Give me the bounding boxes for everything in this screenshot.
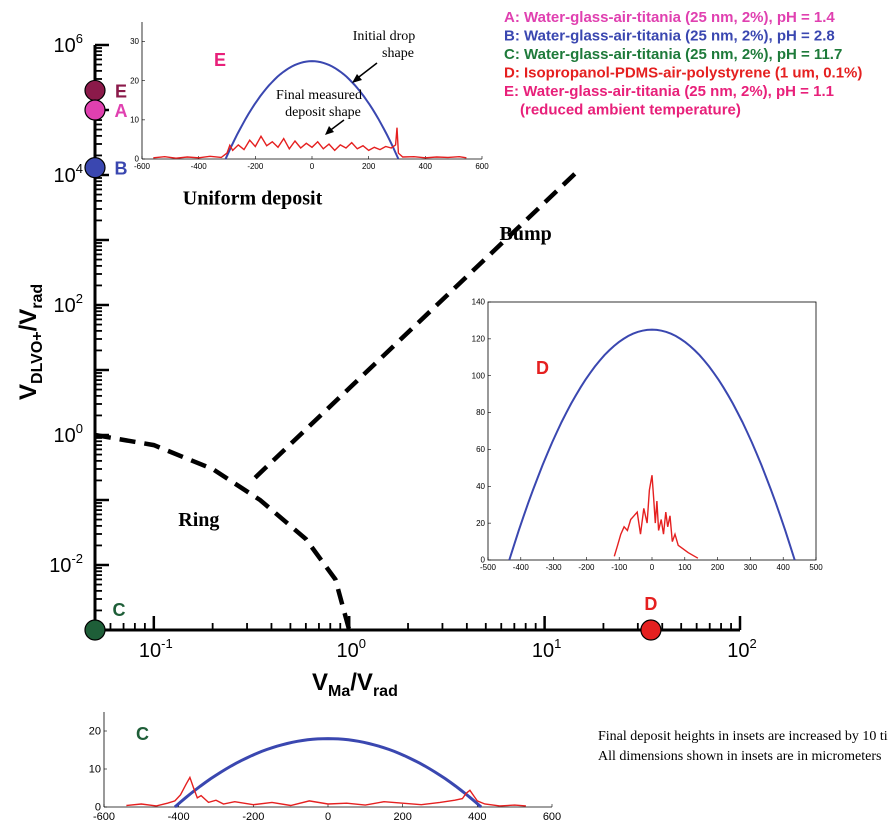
main-phase-plot: 10-1 100 101 10210-2100102104106VMa/VradVDL… <box>15 31 757 700</box>
inset-x-tick-label: -500 <box>480 563 497 572</box>
inset-e-plot: -600 -400 -200 0 200 400 600 0 10 20 30 E Initial dr… <box>130 22 489 171</box>
inset-x-tick-label: -600 <box>93 811 115 823</box>
y-axis-ticks <box>95 43 109 632</box>
inset-c-plot: -600 -400 -200 0 200 400 600 0 10 20 C <box>89 712 561 823</box>
inset-y-tick-label: 10 <box>130 116 139 125</box>
annotation-initial-drop: shape <box>382 46 414 61</box>
legend-entry: A: Water-glass-air-titania (25 nm, 2%), … <box>504 9 835 26</box>
inset-y-tick-label: 30 <box>130 37 139 46</box>
data-point-e <box>84 79 106 102</box>
y-axis-title: VDLVO+/Vrad <box>15 284 46 400</box>
inset-y-tick-label: 40 <box>476 482 485 491</box>
x-axis-title: VMa/Vrad <box>312 669 398 700</box>
inset-x-tick-label: 400 <box>468 811 486 823</box>
initial-drop-curve <box>173 737 483 809</box>
x-tick-label: 100 <box>336 636 365 662</box>
y-tick-label: 100 <box>54 421 83 447</box>
initial-drop-curve <box>508 328 796 561</box>
y-tick-label: 102 <box>54 291 83 317</box>
inset-x-tick-label: 600 <box>475 162 489 171</box>
inset-x-tick-label: -100 <box>611 563 628 572</box>
data-point-b <box>84 156 106 179</box>
inset-x-tick-label: -300 <box>546 563 563 572</box>
data-point-a <box>84 99 106 121</box>
inset-x-tick-label: 0 <box>310 162 315 171</box>
annotation-arrowhead <box>352 74 362 83</box>
inset-x-tick-label: -200 <box>242 811 264 823</box>
region-label: Ring <box>178 509 219 531</box>
deposit-curve <box>153 127 467 159</box>
annotation-initial-drop: Initial drop <box>353 29 416 44</box>
inset-note: Final deposit heights in insets are incr… <box>598 729 888 744</box>
y-tick-label: 104 <box>54 161 83 187</box>
inset-y-tick-label: 120 <box>472 335 486 344</box>
inset-x-tick-label: -400 <box>513 563 530 572</box>
inset-label: C <box>136 724 149 744</box>
initial-drop-curve <box>224 60 400 160</box>
inset-x-tick-label: 400 <box>777 563 791 572</box>
ring-boundary-line <box>94 432 352 631</box>
annotation-final-deposit: deposit shape <box>285 105 361 120</box>
inset-x-tick-label: 0 <box>325 811 331 823</box>
inset-y-tick-label: 0 <box>481 556 486 565</box>
annotation-arrowhead <box>325 126 334 135</box>
inset-x-tick-label: 200 <box>393 811 411 823</box>
legend-entry: C: Water-glass-air-titania (25 nm, 2%), … <box>504 46 842 63</box>
inset-y-tick-label: 20 <box>130 76 139 85</box>
region-label: Uniform deposit <box>183 188 323 210</box>
inset-x-tick-label: 400 <box>419 162 433 171</box>
point-label-b: B <box>115 159 128 179</box>
inset-y-tick-label: 100 <box>472 371 486 380</box>
y-tick-label: 106 <box>54 31 83 57</box>
inset-x-tick-label: -200 <box>578 563 595 572</box>
inset-x-tick-label: -400 <box>191 162 208 171</box>
inset-x-tick-label: 300 <box>744 563 758 572</box>
inset-x-tick-label: -600 <box>134 162 151 171</box>
inset-x-tick-label: 600 <box>543 811 561 823</box>
legend-entry: (reduced ambient temperature) <box>520 102 741 119</box>
inset-notes: Final deposit heights in insets are incr… <box>598 729 888 764</box>
inset-x-tick-label: 100 <box>678 563 692 572</box>
inset-y-tick-label: 140 <box>472 298 486 307</box>
deposit-curve <box>613 475 699 559</box>
inset-x-tick-label: 200 <box>362 162 376 171</box>
region-label: Bump <box>500 223 552 245</box>
inset-background <box>142 22 482 159</box>
legend-entry: E: Water-glass-air-titania (25 nm, 2%), … <box>504 83 834 100</box>
point-label-a: A <box>115 101 128 121</box>
inset-background <box>104 712 552 807</box>
x-tick-label: 102 <box>727 636 756 662</box>
legend-entry: D: Isopropanol-PDMS-air-polystyrene (1 u… <box>504 65 862 82</box>
inset-label: D <box>536 358 549 378</box>
deposit-curve <box>126 775 526 807</box>
x-tick-label: 10-1 <box>139 636 173 662</box>
inset-x-tick-label: 0 <box>650 563 655 572</box>
inset-x-tick-label: 200 <box>711 563 725 572</box>
inset-y-tick-label: 80 <box>476 408 485 417</box>
inset-x-tick-label: -400 <box>168 811 190 823</box>
point-label-c: C <box>113 600 126 620</box>
legend: A: Water-glass-air-titania (25 nm, 2%), … <box>504 9 862 119</box>
inset-y-tick-label: 20 <box>89 726 101 738</box>
data-point-c <box>84 619 106 641</box>
data-point-d <box>640 619 662 641</box>
inset-x-tick-label: 500 <box>809 563 823 572</box>
legend-entry: B: Water-glass-air-titania (25 nm, 2%), … <box>504 28 835 45</box>
inset-y-tick-label: 60 <box>476 445 485 454</box>
inset-label: E <box>214 50 226 70</box>
y-tick-label: 10-2 <box>49 551 83 577</box>
x-tick-label: 101 <box>532 636 561 662</box>
annotation-final-deposit: Final measured <box>276 88 362 103</box>
inset-note: All dimensions shown in insets are in mi… <box>598 749 881 764</box>
inset-y-tick-label: 0 <box>135 155 140 164</box>
inset-y-tick-label: 10 <box>89 764 101 776</box>
point-label-d: D <box>644 594 657 614</box>
point-label-e: E <box>115 81 127 101</box>
inset-y-tick-label: 0 <box>95 802 101 814</box>
inset-frame <box>487 301 817 561</box>
inset-y-tick-label: 20 <box>476 519 485 528</box>
inset-d-plot: -500 -400 -300 -200 -100 0 100 200 300 400 500 0 20 4… <box>472 298 824 572</box>
inset-x-tick-label: -200 <box>247 162 264 171</box>
